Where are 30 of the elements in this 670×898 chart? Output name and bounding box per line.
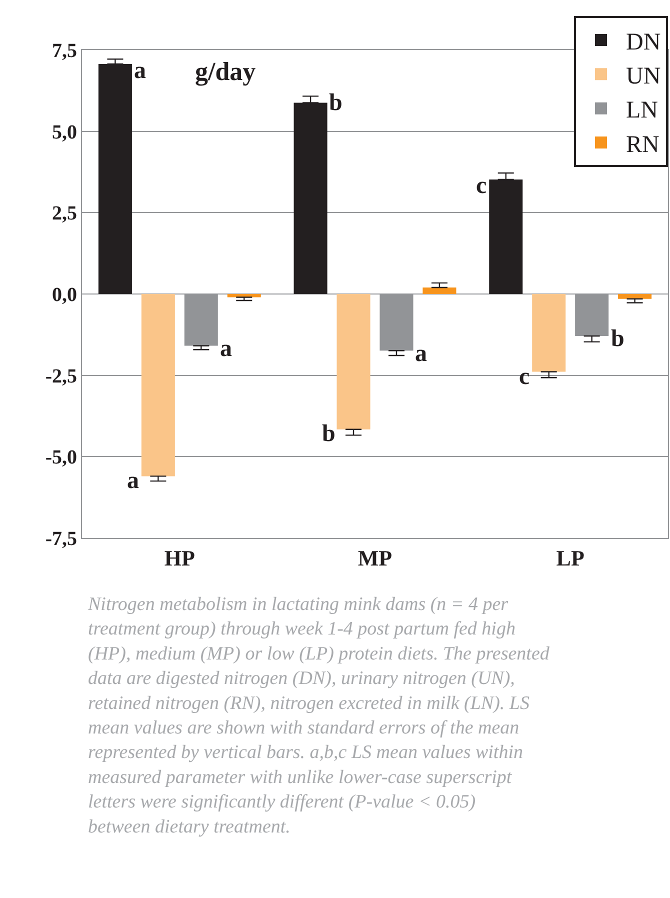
legend-label: LN [626, 98, 658, 124]
x-tick-label: LP [556, 545, 584, 570]
y-tick-label: 0,0 [52, 284, 77, 306]
y-tick-label: 2,5 [52, 202, 77, 225]
annotation: b [611, 326, 624, 352]
legend-label: UN [626, 64, 661, 90]
y-tick-label: -7,5 [45, 528, 77, 550]
annotation: c [519, 364, 530, 390]
annotation: a [134, 58, 146, 84]
y-tick-label: 5,0 [52, 121, 77, 144]
bar [422, 287, 456, 294]
x-tick-label: HP [164, 545, 195, 570]
y-tick-label: -2,5 [45, 365, 77, 388]
annotation: b [329, 90, 342, 116]
text: Nitrogen metabolism in lactating mink dams (n = 4 per treatment group) through week 1-4 post partum fed high (HP), medium (MP) or low (LP) protein diets. The presented data are digested nitrogen (DN), urinary nitrogen (UN), retained nitrogen (RN), nitrogen excreted in milk (LN). LS mean values are shown with standard errors of the mean represented by vertical bars. a,b,c LS mean values within measured parameter with unlike lower-case superscript letters were significantly different (P-value < 0.05) between dietary treatment. [88, 594, 550, 838]
bar [141, 294, 175, 476]
annotation: c [476, 173, 487, 199]
bar [336, 294, 370, 430]
bar [618, 294, 652, 299]
x-tick-label: MP [358, 545, 392, 570]
annotation: a [415, 341, 427, 367]
legend-label: RN [626, 132, 660, 158]
annotation: a [220, 336, 232, 362]
annotation: a [127, 468, 139, 494]
annotation: b [322, 421, 336, 447]
legend-label: DN [626, 29, 661, 56]
y-tick-label: -5,0 [45, 446, 77, 469]
bar [532, 294, 566, 372]
y-tick-label: 7,5 [52, 40, 77, 62]
y-axis-title: g/day [195, 57, 256, 86]
